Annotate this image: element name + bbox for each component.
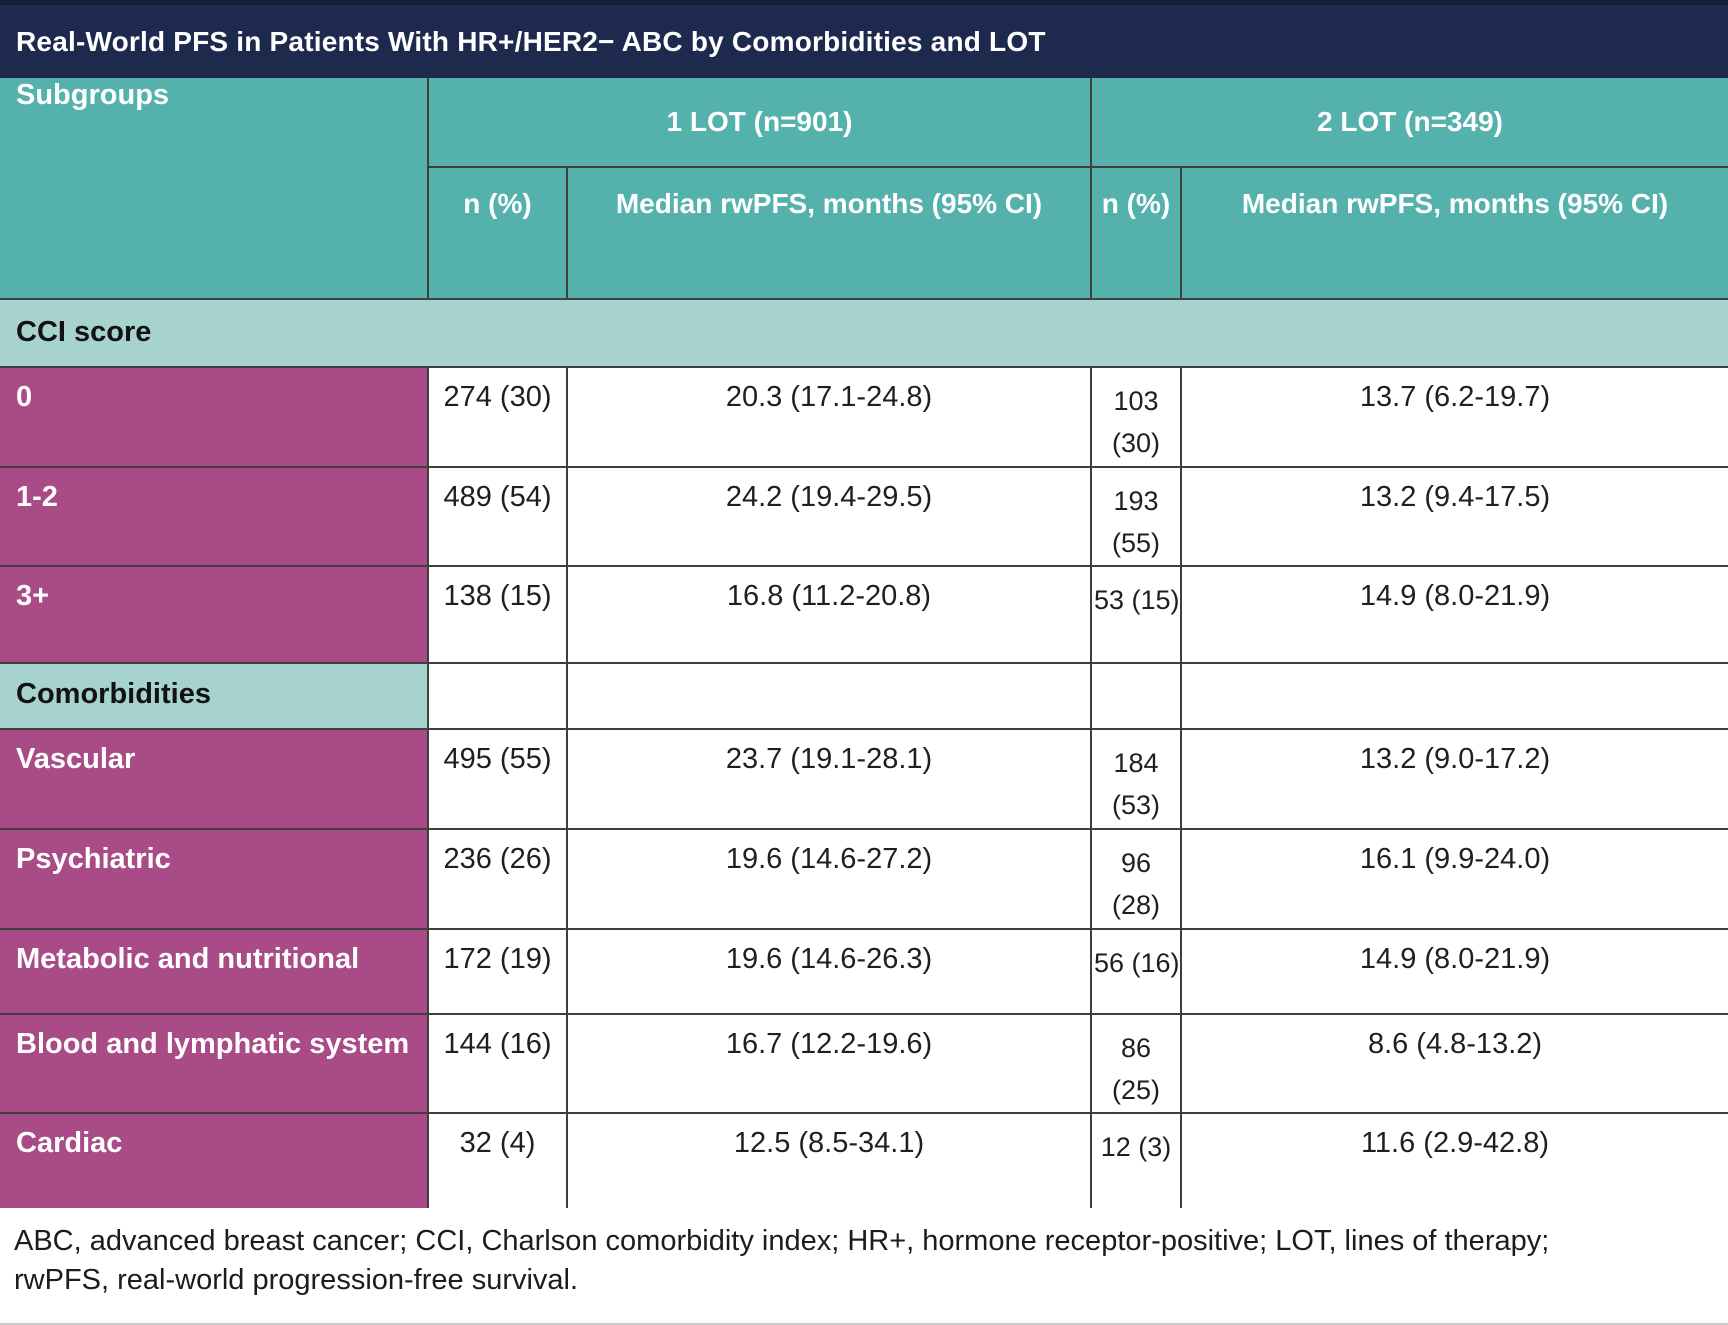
row-label: 1-2 <box>0 465 429 568</box>
cell-median-2lot: 11.6 (2.9-42.8) <box>1180 1112 1728 1210</box>
cell-median-1lot: 19.6 (14.6-27.2) <box>566 828 1092 930</box>
rwpfs-table: Subgroups 1 LOT (n=901) 2 LOT (n=349) n … <box>0 77 1728 1210</box>
cell-npct-2lot: 103 (30) <box>1090 366 1182 468</box>
header-sub-row: n (%) Median rwPFS, months (95% CI) n (%… <box>0 166 1728 300</box>
cell-median-2lot: 13.2 (9.4-17.5) <box>1180 465 1728 568</box>
header-group-2lot: 2 LOT (n=349) <box>1090 77 1728 168</box>
cell-npct-2lot: 193 (55) <box>1090 465 1182 568</box>
empty-cell <box>1180 662 1728 731</box>
footnote-line-2: rwPFS, real-world progression-free survi… <box>14 1263 579 1296</box>
table-row: 3+ 138 (15) 16.8 (11.2-20.8) 53 (15) 14.… <box>0 565 1728 665</box>
section-row-comorbidities: Comorbidities <box>0 662 1728 731</box>
row-label: 0 <box>0 366 429 468</box>
header-median-2lot: Median rwPFS, months (95% CI) <box>1180 166 1728 300</box>
table-row: Vascular 495 (55) 23.7 (19.1-28.1) 184 (… <box>0 728 1728 831</box>
table-row: Cardiac 32 (4) 12.5 (8.5-34.1) 12 (3) 11… <box>0 1112 1728 1210</box>
empty-cell <box>566 662 1092 731</box>
section-label-cci: CCI score <box>0 298 1728 368</box>
cell-npct-2lot: 184 (53) <box>1090 728 1182 831</box>
cell-npct-1lot: 236 (26) <box>427 828 568 930</box>
table-row: 0 274 (30) 20.3 (17.1-24.8) 103 (30) 13.… <box>0 366 1728 468</box>
table-row: Psychiatric 236 (26) 19.6 (14.6-27.2) 96… <box>0 828 1728 930</box>
header-npct-1lot: n (%) <box>427 166 568 300</box>
cell-npct-1lot: 144 (16) <box>427 1012 568 1115</box>
header-median-1lot: Median rwPFS, months (95% CI) <box>566 166 1092 300</box>
table-title-bar: Real-World PFS in Patients With HR+/HER2… <box>0 0 1728 78</box>
header-group-row: Subgroups 1 LOT (n=901) 2 LOT (n=349) <box>0 77 1728 300</box>
cell-median-1lot: 24.2 (19.4-29.5) <box>566 465 1092 568</box>
cell-median-2lot: 14.9 (8.0-21.9) <box>1180 565 1728 665</box>
row-label: Blood and lymphatic system <box>0 1012 429 1115</box>
cell-npct-1lot: 495 (55) <box>427 728 568 831</box>
row-label: 3+ <box>0 565 429 665</box>
row-label: Metabolic and nutritional <box>0 927 429 1015</box>
header-group-1lot: 1 LOT (n=901) <box>427 77 1092 168</box>
cell-median-1lot: 16.8 (11.2-20.8) <box>566 565 1092 665</box>
row-label: Cardiac <box>0 1112 429 1210</box>
cell-median-2lot: 14.9 (8.0-21.9) <box>1180 927 1728 1015</box>
cell-median-1lot: 23.7 (19.1-28.1) <box>566 728 1092 831</box>
cell-median-1lot: 12.5 (8.5-34.1) <box>566 1112 1092 1210</box>
header-subgroups: Subgroups <box>0 77 429 300</box>
cell-median-1lot: 16.7 (12.2-19.6) <box>566 1012 1092 1115</box>
cell-median-1lot: 19.6 (14.6-26.3) <box>566 927 1092 1015</box>
table-title: Real-World PFS in Patients With HR+/HER2… <box>16 25 1046 57</box>
cell-npct-2lot: 96 (28) <box>1090 828 1182 930</box>
cell-npct-1lot: 489 (54) <box>427 465 568 568</box>
section-row-cci: CCI score <box>0 298 1728 368</box>
row-label: Psychiatric <box>0 828 429 930</box>
section-label-comorbidities: Comorbidities <box>0 662 429 731</box>
cell-npct-2lot: 86 (25) <box>1090 1012 1182 1115</box>
row-label: Vascular <box>0 728 429 831</box>
footnote: ABC, advanced breast cancer; CCI, Charls… <box>0 1208 1728 1323</box>
table-row: Blood and lymphatic system 144 (16) 16.7… <box>0 1012 1728 1115</box>
footnote-line-1: ABC, advanced breast cancer; CCI, Charls… <box>14 1225 1550 1258</box>
cell-median-1lot: 20.3 (17.1-24.8) <box>566 366 1092 468</box>
cell-npct-1lot: 138 (15) <box>427 565 568 665</box>
cell-npct-2lot: 56 (16) <box>1090 927 1182 1015</box>
cell-median-2lot: 16.1 (9.9-24.0) <box>1180 828 1728 930</box>
cell-npct-1lot: 172 (19) <box>427 927 568 1015</box>
cell-median-2lot: 13.2 (9.0-17.2) <box>1180 728 1728 831</box>
empty-cell <box>1090 662 1182 731</box>
table-row: Metabolic and nutritional 172 (19) 19.6 … <box>0 927 1728 1015</box>
cell-npct-1lot: 32 (4) <box>427 1112 568 1210</box>
cell-npct-1lot: 274 (30) <box>427 366 568 468</box>
cell-median-2lot: 13.7 (6.2-19.7) <box>1180 366 1728 468</box>
cell-median-2lot: 8.6 (4.8-13.2) <box>1180 1012 1728 1115</box>
cell-npct-2lot: 12 (3) <box>1090 1112 1182 1210</box>
cell-npct-2lot: 53 (15) <box>1090 565 1182 665</box>
table-row: 1-2 489 (54) 24.2 (19.4-29.5) 193 (55) 1… <box>0 465 1728 568</box>
header-npct-2lot: n (%) <box>1090 166 1182 300</box>
empty-cell <box>427 662 568 731</box>
